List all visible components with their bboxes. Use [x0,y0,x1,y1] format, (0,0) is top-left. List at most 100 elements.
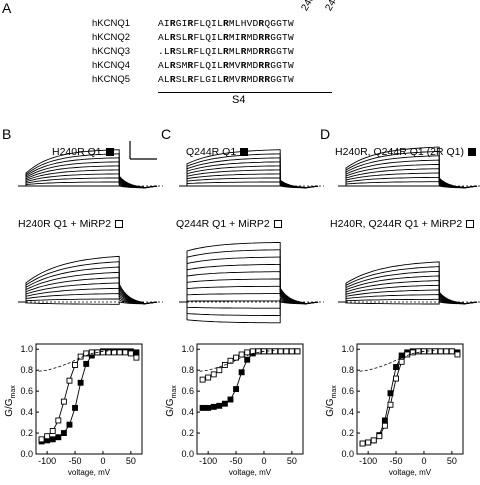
filled-square-marker [467,148,476,156]
filled-data-point [205,404,212,411]
open-data-point [216,367,223,374]
current-trace [179,241,319,305]
y-axis-label: G/Gmax [165,385,178,417]
filled-data-point [227,396,234,403]
y-tick-label: 1.0 [20,344,33,354]
open-data-point [365,439,372,446]
x-tick-label: -100 [359,456,377,466]
y-tick-label: 0.8 [20,365,33,375]
y-tick-label: 1.0 [181,344,194,354]
open-data-point [255,348,262,355]
filled-data-point [72,404,79,411]
open-data-point [116,349,123,356]
filled-data-point [133,349,140,356]
trace-title-c-mid: Q244R Q1 + MiRP2 [176,218,282,230]
sequence-string: ALRSMRFLQILRMVRMDRRGGTW [158,60,294,71]
sequence-string: ALRSLRFLQILRMIRMDRRGGTW [158,32,294,43]
open-data-point [288,348,295,355]
filled-data-point [398,352,405,359]
sequence-name: hKCNQ4 [92,60,131,71]
sequence-string: ALRSLRFLGILRMVRMDRRGGTW [158,74,294,85]
open-data-point [127,350,134,357]
traces-d-mid [338,261,480,305]
open-data-point [448,348,455,355]
trace-title-d-top: H240R, Q244R Q1 (2R Q1) [335,146,476,158]
x-axis-label: voltage, mV [229,468,272,477]
x-axis-label: voltage, mV [68,468,111,477]
y-tick-label: 0.6 [181,386,194,396]
open-data-point [99,349,106,356]
open-data-point [376,433,383,440]
x-tick-label: 0 [261,456,266,466]
open-square-marker [115,220,124,228]
scale-bar [129,141,157,160]
open-data-point [432,348,439,355]
open-data-point [66,377,73,384]
open-data-point [443,348,450,355]
filled-data-point [55,434,62,441]
y-tick-label: 0.4 [341,407,354,417]
y-axis-label-sub: max [171,385,178,399]
y-axis-label: G/Gmax [4,385,17,417]
open-data-point [398,358,405,365]
sequence-name: hKCNQ3 [92,46,131,57]
sequence-alignment: 240 244 hKCNQ1 AIRGIRFLQILRMLHVDRQGGTW hKC… [92,0,352,114]
sequence-name: hKCNQ5 [92,74,131,85]
y-tick-label: 0.2 [20,428,33,438]
y-axis-label: G/Gmax [325,385,338,417]
trace-title-b-mid: H240R Q1 + MiRP2 [18,218,124,230]
open-data-point [381,422,388,429]
plot-frame [196,343,304,455]
x-tick-label: 50 [287,456,297,466]
current-trace [18,298,158,305]
traces-b-top [18,149,163,189]
panel-label-d: D [320,126,331,142]
x-tick-label: 50 [126,456,136,466]
traces-d-top [338,146,480,189]
sequence-string: AIRGIRFLQILRMLHVDRQGGTW [158,18,294,29]
filled-data-point [66,421,73,428]
open-data-point [60,398,67,405]
open-data-point [44,433,51,440]
x-tick-label: -50 [390,456,403,466]
y-tick-label: 0.2 [341,428,354,438]
plot-frame [35,343,143,455]
filled-fit-line [362,350,458,444]
filled-data-point [199,404,206,411]
y-tick-label: 0.4 [181,407,194,417]
open-data-point [238,351,245,358]
current-trace [338,146,478,189]
open-square-marker [273,220,282,228]
open-data-point [277,348,284,355]
filled-square-marker [105,148,114,156]
filled-data-point [221,400,228,407]
sequence-string: .LRSLRFLQILRMLRMDRRGGTW [158,46,294,57]
open-data-point [55,417,62,424]
reference-curve-dashed [199,349,276,372]
filled-data-point [77,379,84,386]
y-tick-label: 0.0 [20,449,33,459]
open-data-point [205,374,212,381]
plot-frame [356,343,464,455]
current-trace [18,255,158,305]
open-data-point [294,348,301,355]
y-tick-label: 0.6 [341,386,354,396]
current-trace [18,149,158,189]
y-tick-label: 0.0 [181,449,194,459]
filled-data-point [238,369,245,376]
open-data-point [38,436,45,443]
filled-data-point [210,403,217,410]
reference-curve-dashed [38,349,115,372]
open-data-point [359,440,366,447]
open-square-marker [466,220,475,228]
sequence-name: hKCNQ1 [92,18,131,29]
current-trace [18,287,158,305]
y-tick-label: 0.4 [20,407,33,417]
trace-title-d-mid: H240R, Q244R Q1 + MiRP2 [330,218,475,230]
current-trace [18,277,158,305]
open-data-point [111,349,118,356]
x-tick-label: 50 [447,456,457,466]
open-data-point [210,371,217,378]
